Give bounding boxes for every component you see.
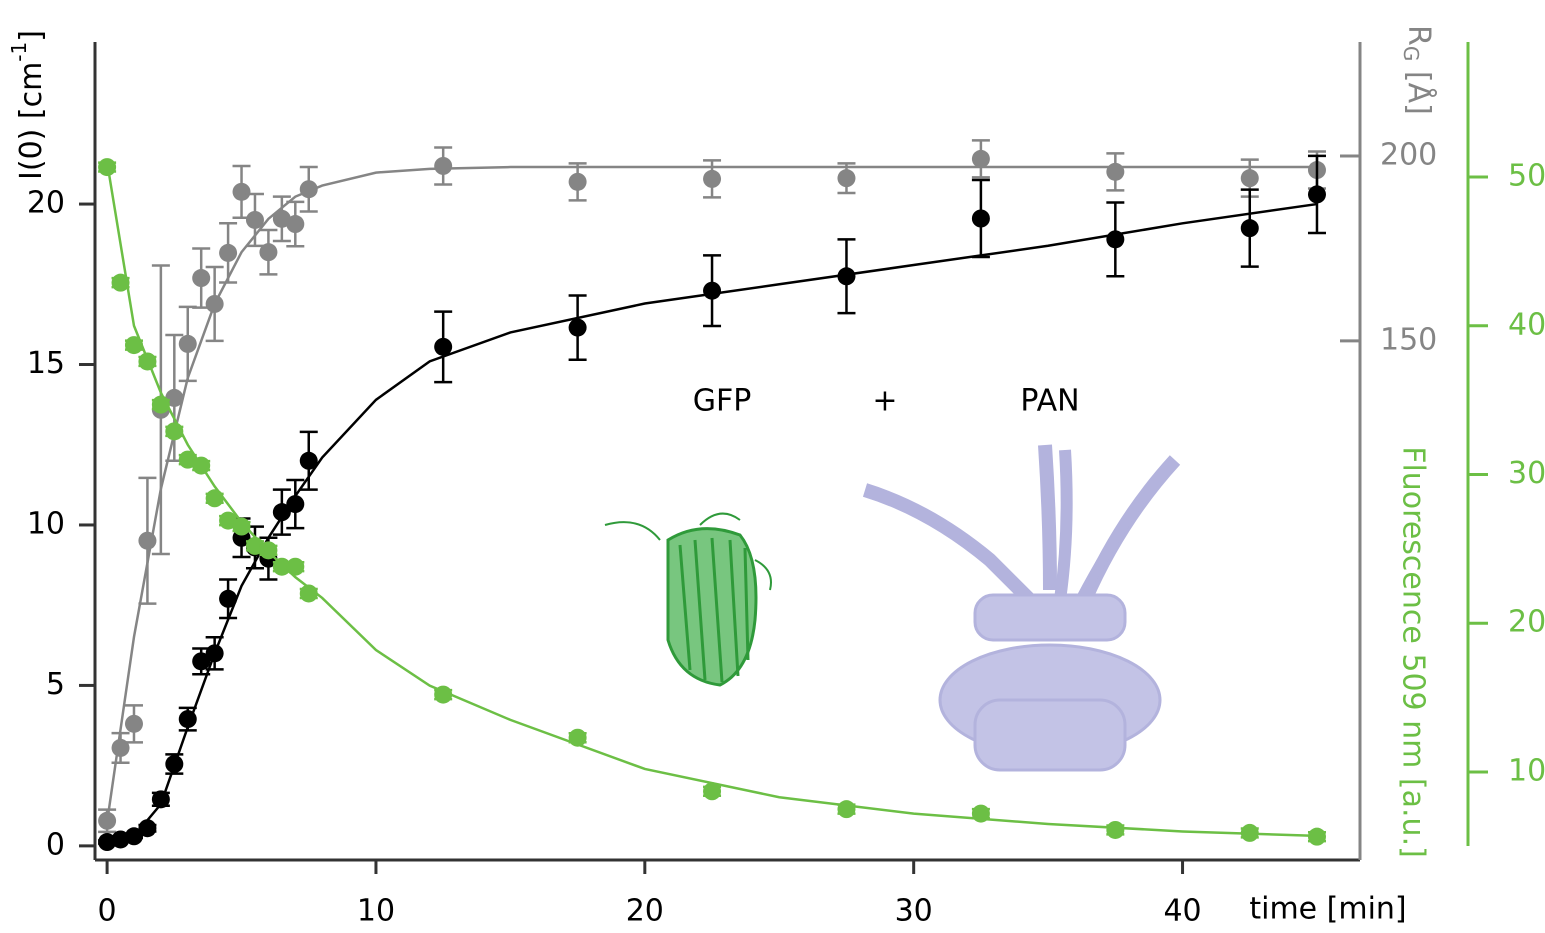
data-point <box>1106 162 1125 181</box>
fit-line <box>105 165 1317 823</box>
pan-illustration <box>862 444 1181 772</box>
y-tick-label: 15 <box>27 346 65 381</box>
data-point <box>192 652 211 671</box>
data-point <box>192 269 211 288</box>
y2-axis-label-end: [Å] <box>1402 61 1438 114</box>
data-point <box>568 728 587 747</box>
data-point <box>192 456 211 475</box>
data-point <box>1106 230 1125 249</box>
data-point <box>299 180 318 199</box>
data-point <box>1240 219 1259 238</box>
fit-line <box>106 202 1318 844</box>
data-point <box>232 517 251 536</box>
data-point <box>151 395 170 414</box>
y-axis-label-end: ] <box>14 30 49 42</box>
y3-axis-label: Fluorescence 509 nm [a.u.] <box>1396 446 1431 858</box>
y-tick-label: 5 <box>46 667 65 702</box>
y2-axis-label-sub: G <box>1400 46 1424 62</box>
data-point <box>165 422 184 441</box>
data-point <box>837 267 856 286</box>
data-point <box>138 352 157 371</box>
data-point <box>299 451 318 470</box>
data-point <box>272 503 291 522</box>
y-axis-label-main: I(0) [cm <box>14 62 49 180</box>
data-point <box>205 644 224 663</box>
y2-axis-label-main: R <box>1402 25 1437 46</box>
data-point <box>178 334 197 353</box>
data-point <box>111 273 130 292</box>
y3-tick-label: 20 <box>1508 605 1545 640</box>
data-point <box>205 294 224 313</box>
x-tick-label: 0 <box>98 894 117 929</box>
data-point <box>434 156 453 175</box>
data-point <box>138 531 157 550</box>
data-point <box>124 714 143 733</box>
y2-axis-label: RG [Å] <box>1400 25 1438 115</box>
y3-tick-label: 30 <box>1508 456 1545 491</box>
data-point <box>1240 823 1259 842</box>
data-point <box>151 790 170 809</box>
data-point <box>286 495 305 514</box>
data-point <box>232 182 251 201</box>
y-axis-label: I(0) [cm-1] <box>7 30 49 180</box>
data-point <box>434 685 453 704</box>
data-point <box>219 243 238 262</box>
data-point <box>286 215 305 234</box>
data-point <box>178 450 197 469</box>
data-point <box>971 804 990 823</box>
data-point <box>219 589 238 608</box>
x-tick-label: 40 <box>1163 894 1201 929</box>
data-point <box>259 243 278 262</box>
data-point <box>971 149 990 168</box>
data-point <box>178 710 197 729</box>
data-point <box>124 336 143 355</box>
data-point <box>703 169 722 188</box>
data-point <box>971 209 990 228</box>
x-axis-label: time [min] <box>1249 892 1406 927</box>
data-point <box>703 782 722 801</box>
y-tick-label: 0 <box>46 827 65 862</box>
data-point <box>1307 827 1326 846</box>
y2-tick-label: 150 <box>1380 322 1437 357</box>
y-axis-label-sup: -1 <box>7 42 31 62</box>
data-point <box>1106 820 1125 839</box>
data-point <box>98 158 117 177</box>
y-tick-label: 10 <box>27 506 65 541</box>
y3-tick-label: 40 <box>1508 307 1545 342</box>
data-point <box>219 511 238 530</box>
data-point <box>568 318 587 337</box>
data-point <box>837 800 856 819</box>
data-point <box>434 337 453 356</box>
data-point <box>286 557 305 576</box>
data-point <box>703 281 722 300</box>
data-point <box>1240 169 1259 188</box>
annotation: GFP <box>693 384 752 419</box>
data-point <box>245 210 264 229</box>
data-point <box>837 169 856 188</box>
x-tick-label: 30 <box>895 894 933 929</box>
y-tick-label: 20 <box>27 186 65 221</box>
data-point <box>98 811 117 830</box>
data-point <box>138 819 157 838</box>
x-tick-label: 10 <box>357 894 395 929</box>
data-point <box>1307 185 1326 204</box>
y2-tick-label: 200 <box>1380 137 1437 172</box>
data-point <box>165 388 184 407</box>
x-tick-label: 20 <box>626 894 664 929</box>
annotation: PAN <box>1020 384 1079 419</box>
annotation: + <box>872 384 897 419</box>
y3-tick-label: 50 <box>1508 159 1545 194</box>
data-point <box>165 755 184 774</box>
y3-tick-label: 10 <box>1508 753 1545 788</box>
data-point <box>299 584 318 603</box>
data-point <box>568 172 587 191</box>
data-point <box>205 489 224 508</box>
gfp-illustration <box>604 512 772 687</box>
data-point <box>259 541 278 560</box>
